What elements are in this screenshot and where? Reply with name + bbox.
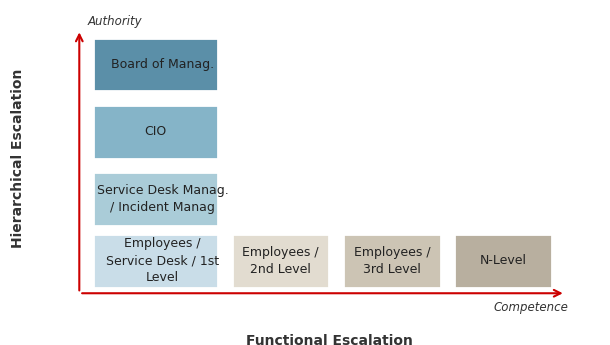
Text: Competence: Competence <box>493 301 569 314</box>
Text: Authority: Authority <box>88 15 142 28</box>
Text: Employees /
2nd Level: Employees / 2nd Level <box>242 246 319 276</box>
FancyBboxPatch shape <box>454 234 551 288</box>
Text: Functional Escalation: Functional Escalation <box>246 334 413 345</box>
Text: Board of Manag.: Board of Manag. <box>111 58 214 71</box>
Text: Service Desk Manag.
/ Incident Manag: Service Desk Manag. / Incident Manag <box>97 184 229 214</box>
Text: Hierarchical Escalation: Hierarchical Escalation <box>11 69 25 248</box>
FancyBboxPatch shape <box>93 38 218 91</box>
Text: Employees /
Service Desk / 1st
Level: Employees / Service Desk / 1st Level <box>106 237 219 285</box>
FancyBboxPatch shape <box>93 172 218 226</box>
FancyBboxPatch shape <box>343 234 440 288</box>
FancyBboxPatch shape <box>232 234 329 288</box>
FancyBboxPatch shape <box>93 234 218 288</box>
FancyBboxPatch shape <box>93 105 218 159</box>
Text: CIO: CIO <box>145 125 167 138</box>
Text: N-Level: N-Level <box>479 255 526 267</box>
Text: Employees /
3rd Level: Employees / 3rd Level <box>354 246 430 276</box>
